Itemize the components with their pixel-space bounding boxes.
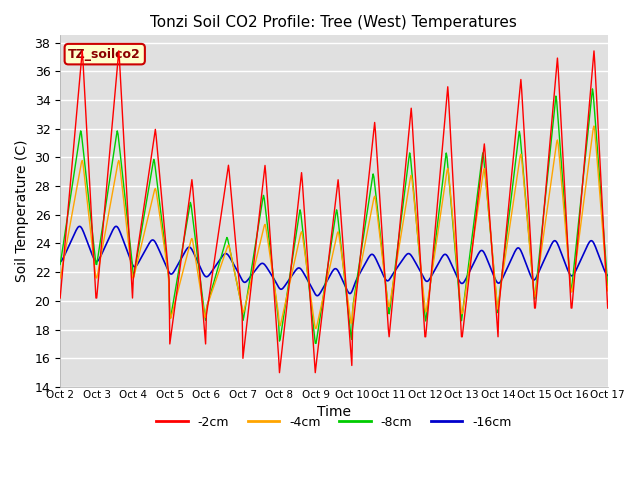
-8cm <box>417 271 425 276</box>
-16cm <box>402 252 410 258</box>
-4cm <box>56 275 64 281</box>
-16cm <box>76 224 83 229</box>
Title: Tonzi Soil CO2 Profile: Tree (West) Temperatures: Tonzi Soil CO2 Profile: Tree (West) Temp… <box>150 15 517 30</box>
-8cm <box>178 248 186 254</box>
-16cm <box>66 240 74 246</box>
-4cm <box>66 222 74 228</box>
-4cm <box>401 207 409 213</box>
Legend: -2cm, -4cm, -8cm, -16cm: -2cm, -4cm, -8cm, -16cm <box>151 410 516 433</box>
Line: -8cm: -8cm <box>60 89 608 343</box>
-2cm <box>124 198 131 204</box>
-4cm <box>178 272 186 278</box>
Line: -16cm: -16cm <box>60 227 608 296</box>
Line: -4cm: -4cm <box>60 126 608 328</box>
-16cm <box>179 253 187 259</box>
-16cm <box>208 269 216 275</box>
-2cm <box>66 184 74 190</box>
-4cm <box>604 288 612 294</box>
-16cm <box>418 271 426 277</box>
-2cm <box>276 370 284 375</box>
-8cm <box>312 340 320 346</box>
-4cm <box>207 292 215 298</box>
-2cm <box>402 160 410 166</box>
Y-axis label: Soil Temperature (C): Soil Temperature (C) <box>15 140 29 282</box>
-4cm <box>417 267 425 273</box>
-2cm <box>56 295 64 301</box>
-16cm <box>314 293 321 299</box>
-8cm <box>604 283 612 288</box>
-4cm <box>123 222 131 228</box>
-16cm <box>124 248 131 253</box>
-16cm <box>56 259 64 264</box>
-8cm <box>589 86 596 92</box>
-2cm <box>179 245 187 251</box>
-2cm <box>418 282 426 288</box>
X-axis label: Time: Time <box>317 405 351 420</box>
-8cm <box>66 197 74 203</box>
Text: TZ_soilco2: TZ_soilco2 <box>68 48 141 60</box>
-2cm <box>208 276 216 282</box>
-16cm <box>604 273 612 278</box>
-8cm <box>123 207 131 213</box>
-2cm <box>78 48 86 54</box>
-4cm <box>590 123 598 129</box>
-8cm <box>56 262 64 267</box>
-8cm <box>207 289 215 295</box>
Line: -2cm: -2cm <box>60 51 608 372</box>
-8cm <box>401 185 409 191</box>
-4cm <box>312 325 320 331</box>
-2cm <box>604 305 612 311</box>
